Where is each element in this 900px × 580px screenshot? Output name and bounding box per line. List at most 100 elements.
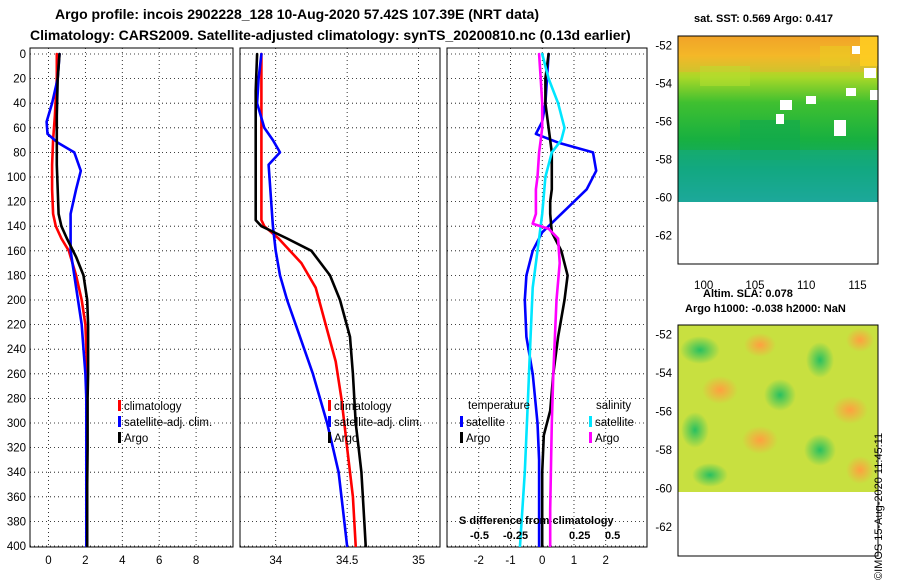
legend-temp-argo: Argo bbox=[466, 433, 490, 445]
depth-tick-label: 340 bbox=[7, 467, 26, 479]
x-tick-label: 2 bbox=[603, 555, 609, 567]
x-tick-label: -1 bbox=[505, 555, 515, 567]
sst-map: sat. SST: 0.569 Argo: 0.417 -52 -54 -56 -58… bbox=[655, 13, 879, 292]
sst-map-frame bbox=[677, 35, 879, 265]
depth-axis: 0 20 40 60 80 100 120 140 160 180 200 220 240 260 280 3… bbox=[7, 49, 26, 553]
sla-map-texture bbox=[680, 328, 874, 487]
difference-xlabel: S difference from climatology bbox=[459, 515, 615, 527]
title-line1: Argo profile: incois 2902228_128 10-Aug-… bbox=[55, 6, 539, 22]
sst-map-nodata bbox=[678, 202, 878, 264]
map-y-tick-label: -58 bbox=[655, 445, 672, 457]
depth-tick-label: 0 bbox=[20, 49, 26, 61]
depth-tick-label: 280 bbox=[7, 393, 26, 405]
map-x-tick-label: 105 bbox=[745, 280, 764, 292]
depth-tick-label: 180 bbox=[7, 270, 26, 282]
x-tick-label: 4 bbox=[119, 555, 126, 567]
temperature-lines bbox=[45, 52, 90, 547]
depth-tick-label: 220 bbox=[7, 320, 26, 332]
temperature-panel: 0 2 4 6 8 climatology satellite-adj. clim. A… bbox=[29, 47, 234, 567]
title-line2: Climatology: CARS2009. Satellite-adjuste… bbox=[30, 27, 631, 43]
sal-tick-neg-0.5: -0.5 bbox=[470, 530, 489, 542]
map-y-tick-label: -52 bbox=[655, 41, 672, 53]
sal-tick-0.5: 0.5 bbox=[605, 530, 620, 542]
x-tick-label: 0 bbox=[45, 555, 51, 567]
map-y-tick-label: -58 bbox=[655, 155, 672, 167]
temperature-legend: climatology satellite-adj. clim. Argo bbox=[118, 400, 212, 445]
map-y-tick-label: -56 bbox=[655, 117, 672, 129]
depth-tick-label: 80 bbox=[13, 147, 26, 159]
depth-tick-label: 200 bbox=[7, 295, 26, 307]
x-tick-label: 0 bbox=[539, 555, 545, 567]
difference-lines bbox=[518, 52, 598, 547]
sst-map-texture bbox=[678, 36, 878, 202]
map-y-tick-label: -60 bbox=[655, 484, 672, 496]
legend-swatch-sal-satellite bbox=[589, 416, 592, 427]
temperature-panel-frame bbox=[29, 47, 234, 548]
legend-swatch-climatology bbox=[328, 400, 331, 411]
map-y-tick-label: -52 bbox=[655, 330, 672, 342]
salinity-lines bbox=[254, 52, 368, 547]
salinity-legend: climatology satellite-adj. clim. Argo bbox=[328, 400, 422, 445]
legend-swatch-temp-argo bbox=[460, 432, 463, 443]
legend-swatch-climatology bbox=[118, 400, 121, 411]
depth-tick-label: 380 bbox=[7, 516, 26, 528]
legend-temp-satellite: satellite bbox=[466, 417, 505, 429]
depth-tick-label: 20 bbox=[13, 74, 26, 86]
legend-argo: Argo bbox=[334, 433, 358, 445]
depth-tick-label: 160 bbox=[7, 246, 26, 258]
map-y-tick-label: -54 bbox=[655, 79, 672, 91]
difference-legend: temperature salinity satellite Argo sate… bbox=[460, 400, 634, 445]
depth-tick-label: 360 bbox=[7, 492, 26, 504]
x-tick-label: 34.5 bbox=[336, 555, 358, 567]
sst-map-yticks: -52 -54 -56 -58 -60 -62 bbox=[655, 41, 672, 243]
legend-swatch-argo bbox=[328, 432, 331, 443]
legend-header-salinity: salinity bbox=[596, 400, 631, 412]
map-y-tick-label: -54 bbox=[655, 368, 672, 380]
legend-satellite: satellite-adj. clim. bbox=[124, 417, 212, 429]
series-line-salinity-satellite bbox=[518, 52, 566, 547]
legend-swatch-sal-argo bbox=[589, 432, 592, 443]
legend-climatology: climatology bbox=[124, 401, 182, 413]
series-line-salinity-argo bbox=[531, 52, 562, 547]
legend-swatch-satellite bbox=[328, 416, 331, 427]
map-x-tick-label: 115 bbox=[848, 280, 866, 292]
sla-map: Altim. SLA: 0.078 Argo h1000: -0.038 h20… bbox=[655, 288, 879, 557]
sal-tick-neg-0.25: -0.25 bbox=[503, 530, 528, 542]
series-line-temperature-satellite bbox=[523, 52, 598, 547]
sla-map-nodata bbox=[678, 492, 878, 556]
legend-climatology: climatology bbox=[334, 401, 392, 413]
series-line-satellite-adj-clim- bbox=[45, 52, 88, 547]
x-tick-label: -2 bbox=[474, 555, 484, 567]
series-line-argo bbox=[254, 52, 368, 547]
sla-map-subtitle: Argo h1000: -0.038 h2000: NaN bbox=[685, 303, 846, 315]
depth-tick-label: 100 bbox=[7, 172, 26, 184]
legend-argo: Argo bbox=[124, 433, 148, 445]
x-tick-label: 34 bbox=[269, 555, 282, 567]
salinity-panel-frame bbox=[239, 47, 441, 548]
series-line-satellite-adj-clim- bbox=[255, 52, 349, 547]
legend-header-temperature: temperature bbox=[468, 400, 530, 412]
legend-swatch-temp-satellite bbox=[460, 416, 463, 427]
legend-sal-argo: Argo bbox=[595, 433, 619, 445]
difference-panel: -2 -1 0 1 2 temperature salinity satellite A… bbox=[446, 47, 648, 567]
x-tick-label: 1 bbox=[571, 555, 577, 567]
map-y-tick-label: -62 bbox=[655, 522, 672, 534]
map-x-tick-label: 110 bbox=[797, 280, 815, 292]
depth-tick-label: 140 bbox=[7, 221, 26, 233]
x-tick-label: 8 bbox=[193, 555, 199, 567]
salinity-grid bbox=[240, 48, 440, 547]
temperature-xticks: 0 2 4 6 8 bbox=[45, 555, 199, 567]
legend-swatch-satellite bbox=[118, 416, 121, 427]
map-y-tick-label: -60 bbox=[655, 193, 672, 205]
depth-tick-label: 300 bbox=[7, 418, 26, 430]
x-tick-label: 6 bbox=[156, 555, 162, 567]
depth-tick-label: 60 bbox=[13, 123, 26, 135]
salinity-xticks: 34 34.5 35 bbox=[269, 555, 425, 567]
x-tick-label: 35 bbox=[412, 555, 425, 567]
x-tick-label: 2 bbox=[82, 555, 88, 567]
map-x-tick-label: 100 bbox=[694, 280, 713, 292]
difference-panel-frame bbox=[446, 47, 648, 548]
depth-tick-label: 320 bbox=[7, 443, 26, 455]
sla-map-frame bbox=[677, 324, 879, 557]
